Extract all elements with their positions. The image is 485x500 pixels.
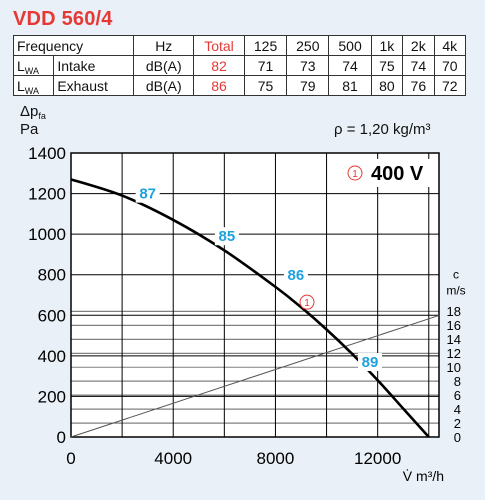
row-value: 70 [433,55,467,76]
annotation-bg [135,184,160,203]
row-unit: dB(A) [133,75,195,96]
row-name: Intake [53,55,135,76]
secondary-tick-label: 6 [454,388,461,403]
row-name: Exhaust [53,75,135,96]
header-125: 125 [243,35,288,56]
y-tick-label: 1400 [28,144,66,163]
y-tick-labels: 0 200 400 600 800 1000 1200 1400 [28,144,66,447]
x-tick-label: 4000 [154,449,192,468]
row-label: LWA [12,75,55,96]
y-tick-label: 200 [38,387,66,406]
data-label: 86 [288,267,305,284]
row-unit: dB(A) [133,55,195,76]
annotation-bg [283,265,308,284]
row-value: 75 [243,75,288,96]
y-tick-label: 1000 [28,225,66,244]
secondary-tick-label: 8 [454,374,461,389]
series-line-400v [70,178,430,438]
curve-annotations: 87 85 86 89 1 [135,184,382,372]
data-label: 85 [219,228,236,245]
data-label: 87 [139,186,156,203]
row-value: 72 [433,75,467,96]
header-4k: 4k [433,35,467,56]
velocity-line [70,314,440,438]
y-tick-label: 0 [57,428,66,447]
secondary-tick-label: 4 [454,402,461,417]
y-axis-unit: Pa [20,121,39,138]
row-total: 86 [193,75,245,96]
row-label: LWA [12,55,55,76]
legend-label: 400 V [371,163,424,185]
annotation-bg [358,353,382,372]
table-header-row: Frequency Hz Total 125 250 500 1k 2k 4k [12,35,467,56]
y-tick-label: 800 [38,266,66,285]
row-value: 80 [370,75,404,96]
product-title: VDD 560/4 [13,8,113,30]
row-value: 73 [286,55,330,76]
secondary-tick-label: 18 [447,304,461,319]
secondary-tick-label: 16 [447,318,461,333]
x-axis-label: V̇ m³/h [403,468,444,484]
legend-marker-label: 1 [352,169,358,180]
secondary-tick-label: 14 [447,332,461,347]
sound-power-table: Frequency Hz Total 125 250 500 1k 2k 4k … [12,35,467,96]
curve-marker-circle [299,294,315,310]
y-tick-label: 1200 [28,185,66,204]
y-tick-label: 600 [38,306,66,325]
plot-area [70,152,440,438]
data-label: 89 [362,354,379,371]
secondary-tick-label: 12 [447,346,461,361]
annotation-bg [214,227,239,246]
x-tick-labels: 0 4000 8000 12000 [66,449,401,468]
y-tick-label: 400 [38,347,66,366]
table-row-exhaust: LWA Exhaust dB(A) 86 75 79 81 80 76 72 [12,75,467,96]
secondary-tick-label: 0 [454,430,461,445]
curve-marker-label: 1 [304,298,310,309]
header-250: 250 [286,35,330,56]
y-axis-symbol: Δpfa [20,103,46,121]
row-value: 79 [286,75,330,96]
legend-marker-circle [347,165,363,181]
x-tick-label: 8000 [257,449,295,468]
secondary-tick-label: 10 [447,360,461,375]
air-density: ρ = 1,20 kg/m³ [334,121,431,138]
row-value: 81 [328,75,372,96]
x-tick-label: 0 [66,449,75,468]
legend: 1 400 V [341,159,433,187]
x-tick-label: 12000 [354,449,401,468]
secondary-axis-unit-sub: m/s [446,284,465,298]
secondary-tick-label: 2 [454,416,461,431]
secondary-axis-unit: c [453,268,459,282]
